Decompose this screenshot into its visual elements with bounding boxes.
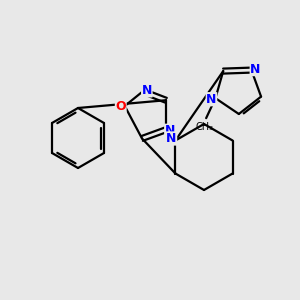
- Text: N: N: [165, 124, 175, 137]
- Text: O: O: [116, 100, 126, 112]
- Text: CH₃: CH₃: [195, 122, 213, 132]
- Text: N: N: [206, 93, 217, 106]
- Text: N: N: [250, 63, 261, 76]
- Text: N: N: [166, 132, 177, 145]
- Text: N: N: [142, 84, 152, 97]
